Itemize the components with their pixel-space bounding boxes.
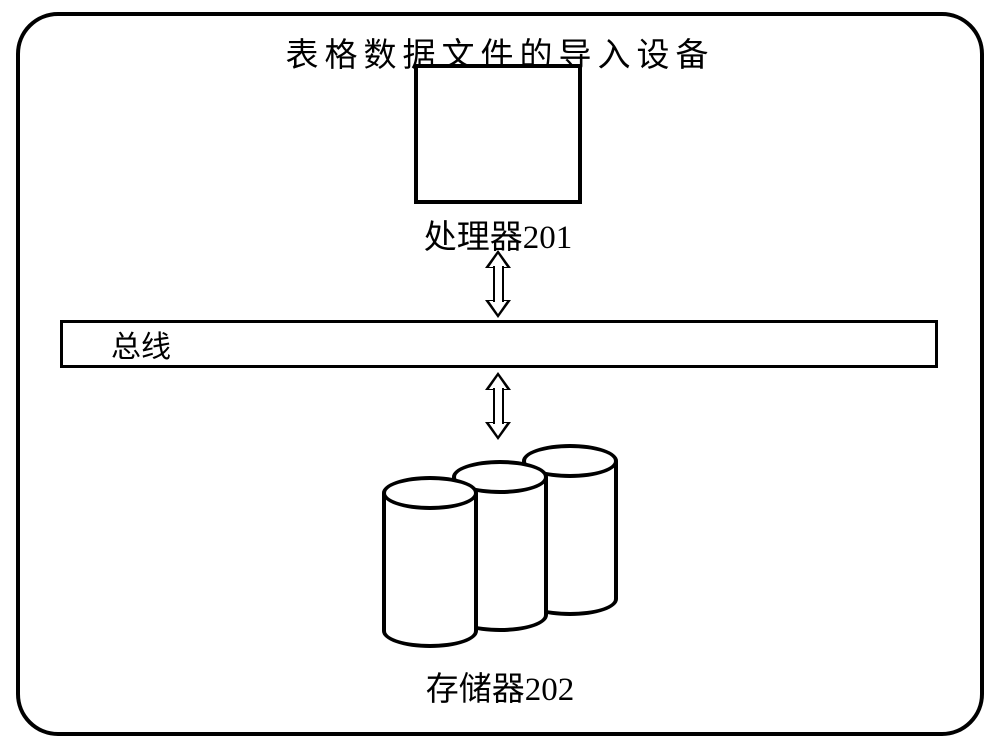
processor-box bbox=[414, 64, 582, 204]
memory-label: 存储器202 bbox=[426, 662, 575, 710]
bus-box: 总线 bbox=[60, 320, 938, 368]
bus-label: 总线 bbox=[63, 322, 171, 366]
memory-cylinder bbox=[382, 476, 478, 648]
